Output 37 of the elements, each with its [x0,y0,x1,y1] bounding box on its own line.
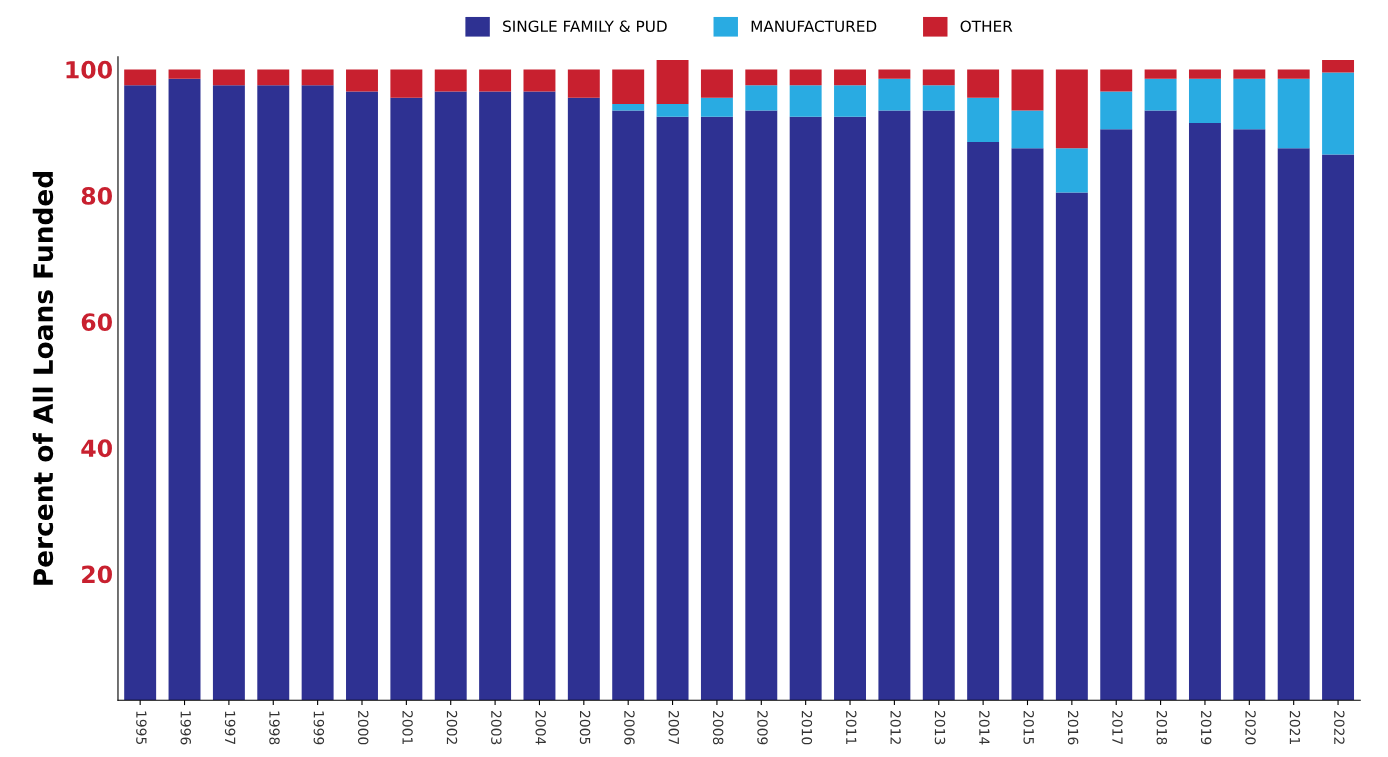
x-tick-label: 1996 [180,711,192,745]
x-tick-label: 2003 [491,710,502,745]
x-tick-label: 1995 [136,711,147,745]
x-tick-label: 2009 [757,710,768,745]
x-tick-label: 1998 [269,711,280,745]
x-tick-label: 2004 [535,710,546,745]
legend-label: MANUFACTURED [751,20,877,32]
x-tick-label: 2002 [446,710,458,744]
x-tick-label: 2017 [1112,710,1123,745]
x-tick-label: 2006 [624,710,635,745]
x-tick-label: 2018 [1156,710,1168,745]
legend-label: OTHER [960,20,1013,32]
x-tick-label: 2020 [1245,710,1256,745]
x-tick-label: 2000 [357,710,369,745]
y-axis-title: Percent of All Loans Funded [32,172,54,585]
y-tick-label: 20 [82,565,112,584]
x-tick-label: 2014 [979,710,990,745]
y-tick-label: 60 [81,313,112,332]
x-tick-label: 2001 [402,710,413,745]
x-tick-label: 1997 [224,711,236,745]
x-tick-label: 2010 [801,710,813,745]
x-tick-label: 2019 [1200,710,1212,745]
legend-label: SINGLE FAMILY & PUD [503,20,667,32]
x-tick-label: 2005 [579,710,591,745]
x-tick-label: 2008 [712,710,724,745]
x-tick-label: 2022 [1334,710,1345,744]
y-tick-label: 80 [81,187,112,205]
x-tick-label: 2011 [846,710,857,745]
x-tick-label: 1999 [313,711,325,745]
x-tick-label: 2015 [1023,710,1034,745]
x-tick-label: 2013 [934,710,946,745]
x-tick-label: 2016 [1067,710,1079,745]
x-tick-label: 2007 [668,710,680,745]
y-tick-label: 100 [66,60,112,79]
x-tick-label: 2021 [1289,710,1301,745]
y-tick-label: 40 [81,439,112,458]
x-tick-label: 2012 [890,710,901,744]
